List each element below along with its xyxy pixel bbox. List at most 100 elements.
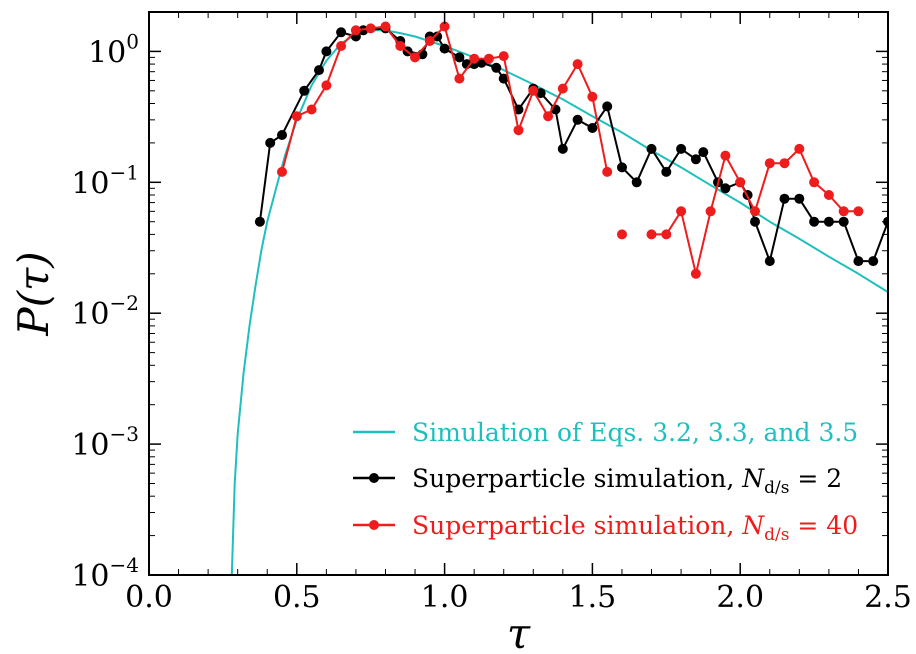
series-2-point-40 — [853, 206, 864, 217]
plot-frame — [148, 11, 889, 576]
series-1-point-42 — [764, 256, 775, 267]
series-1-point-48 — [853, 256, 864, 267]
x-tick-label-0: 0.0 — [125, 580, 173, 615]
series-2-point-39 — [838, 206, 849, 217]
legend: Simulation of Eqs. 3.2, 3.3, and 3.5 Supe… — [353, 418, 858, 545]
series-2-point-10 — [424, 36, 435, 46]
legend-item-1: Superparticle simulation, Nd/s = 2 — [353, 464, 842, 498]
series-1-point-47 — [838, 216, 849, 227]
series-1-point-30 — [617, 162, 627, 173]
series-2-point-34 — [764, 158, 775, 169]
series-2-point-30 — [705, 206, 716, 217]
series-2-point-13 — [469, 53, 480, 64]
series-1-point-31 — [631, 177, 642, 188]
series-layer — [230, 21, 888, 575]
legend-label-1: Superparticle simulation, Nd/s = 2 — [412, 464, 842, 498]
series-2-point-2 — [306, 104, 317, 115]
y-tick-label-4: 100 — [88, 29, 139, 70]
series-1-point-41 — [750, 216, 760, 227]
series-2-point-27 — [661, 229, 672, 240]
series-2-point-3 — [321, 80, 332, 91]
legend-label-0: Simulation of Eqs. 3.2, 3.3, and 3.5 — [412, 418, 858, 447]
series-1-point-5 — [321, 46, 332, 57]
series-1-point-45 — [809, 216, 820, 227]
series-0-line-0 — [230, 29, 888, 575]
series-2-point-36 — [794, 143, 805, 154]
series-1-point-28 — [587, 123, 598, 133]
series-1-point-33 — [661, 166, 672, 177]
y-tick-label-0: 10−4 — [71, 553, 139, 594]
y-tick-label-3: 10−1 — [71, 160, 139, 201]
series-2-point-38 — [823, 190, 834, 200]
series-1-point-15 — [439, 43, 450, 54]
series-2-point-15 — [498, 51, 509, 62]
x-tick-label-1: 0.5 — [273, 580, 321, 615]
legend-item-2: Superparticle simulation, Nd/s = 40 — [353, 511, 858, 545]
series-2-point-17 — [528, 85, 539, 96]
x-tick-label-5: 2.5 — [864, 580, 912, 615]
legend-marker-2 — [369, 520, 379, 530]
series-2-point-37 — [809, 177, 820, 188]
legend-label-2: Superparticle simulation, Nd/s = 40 — [412, 511, 858, 545]
legend-marker-1 — [369, 473, 379, 483]
series-2-point-18 — [543, 111, 554, 122]
series-2-point-16 — [513, 125, 524, 136]
series-1-point-36 — [698, 147, 709, 158]
series-1-point-38 — [720, 183, 731, 194]
series-1-point-19 — [476, 57, 487, 68]
series-1-point-2 — [277, 130, 287, 140]
series-2-point-28 — [676, 206, 687, 217]
series-1-point-32 — [646, 143, 657, 154]
series-2-point-24 — [617, 229, 627, 240]
y-axis-label: P(τ) — [9, 251, 58, 336]
series-1-point-21 — [498, 73, 509, 84]
series-1-point-0 — [254, 216, 265, 227]
series-1-point-34 — [676, 143, 687, 154]
series-2-point-14 — [483, 53, 494, 64]
series-1-point-29 — [602, 101, 613, 112]
series-2-point-6 — [365, 23, 376, 34]
x-axis-label: τ — [507, 609, 531, 654]
x-tick-label-2: 1.0 — [421, 580, 469, 615]
series-1-point-44 — [794, 193, 805, 204]
y-tick-label-2: 10−2 — [71, 291, 139, 332]
series-1-point-1 — [265, 137, 276, 148]
series-2-point-11 — [439, 21, 450, 32]
series-2-point-32 — [735, 177, 746, 188]
series-2-point-22 — [602, 166, 613, 177]
series-2-point-35 — [779, 158, 790, 169]
series-1-point-27 — [572, 114, 583, 125]
series-1-point-14 — [432, 31, 443, 42]
series-2-point-0 — [277, 166, 287, 177]
series-2-point-7 — [380, 21, 391, 32]
series-1-point-6 — [336, 27, 347, 38]
series-2-point-33 — [750, 206, 760, 217]
series-2-point-5 — [350, 25, 361, 36]
axes-layer: 0.0 0.5 1.0 1.5 2.0 2.5 10−4 10−3 10−2 10−1 100 τ P(… — [9, 11, 912, 654]
series-1-point-49 — [868, 256, 879, 267]
series-1-point-16 — [454, 52, 465, 63]
series-2-point-26 — [646, 229, 657, 240]
series-2-point-20 — [572, 59, 583, 70]
legend-item-0: Simulation of Eqs. 3.2, 3.3, and 3.5 — [353, 418, 858, 447]
series-2-point-1 — [291, 111, 302, 122]
series-1-point-3 — [299, 85, 310, 96]
series-2-point-4 — [336, 41, 347, 51]
series-2-point-31 — [720, 150, 731, 161]
y-tick-label-1: 10−3 — [71, 422, 139, 463]
series-1-point-20 — [491, 62, 502, 73]
series-2-point-19 — [557, 83, 568, 94]
series-0 — [230, 29, 888, 575]
x-tick-label-4: 2.0 — [716, 580, 764, 615]
series-1-point-46 — [823, 216, 834, 227]
series-1-point-35 — [690, 154, 701, 165]
series-2 — [277, 21, 864, 279]
series-2-point-12 — [454, 73, 465, 84]
series-2-point-8 — [395, 41, 406, 51]
series-1-point-22 — [513, 104, 524, 115]
series-2-point-21 — [587, 91, 598, 102]
series-2-point-29 — [690, 268, 701, 279]
series-2-point-9 — [410, 52, 420, 63]
series-1-point-26 — [557, 143, 568, 154]
